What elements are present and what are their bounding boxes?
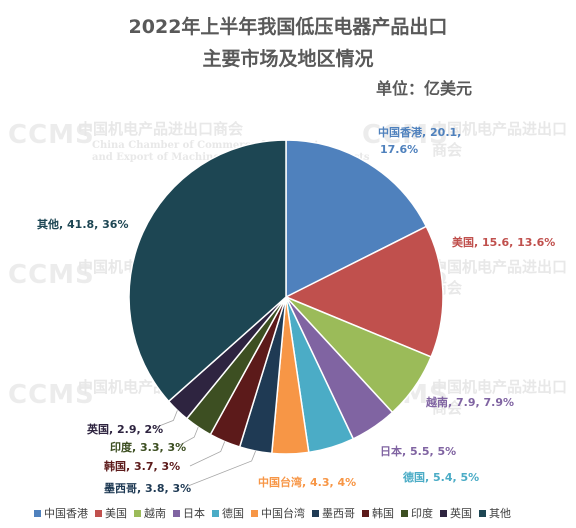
legend-label: 英国: [450, 507, 472, 520]
legend-swatch: [173, 509, 180, 517]
data-label: 其他, 41.8, 36%: [37, 217, 129, 231]
watermark-logo: CCMS: [362, 120, 449, 150]
legend-label: 印度: [411, 507, 433, 520]
legend-label: 其他: [489, 507, 511, 520]
legend-item: 德国: [212, 505, 244, 521]
chart-title-line1: 2022年上半年我国低压电器产品出口: [128, 16, 448, 38]
watermark-org-en-line1: China Chamber of Commerce for Import: [92, 140, 319, 151]
legend-item: 美国: [95, 505, 127, 521]
watermark-org-cn: 中国机电产品进出口商会: [78, 120, 244, 138]
legend-label: 日本: [183, 507, 205, 520]
pie-slice: [284, 225, 444, 358]
data-label: 中国台湾, 4.3, 4%: [258, 475, 356, 489]
legend-item: 英国: [440, 505, 472, 521]
legend-swatch: [362, 509, 369, 517]
unit-label: 单位：亿美元: [375, 79, 472, 98]
data-label: 美国, 15.6, 13.6%: [452, 235, 555, 249]
legend-swatch: [34, 509, 41, 517]
legend-label: 越南: [144, 507, 166, 520]
legend-label: 韩国: [372, 507, 394, 520]
leader-line: [153, 410, 178, 429]
legend-item: 日本: [173, 505, 205, 521]
legend-swatch: [134, 509, 141, 517]
leader-line: [177, 426, 199, 447]
legend-label: 中国香港: [44, 507, 88, 520]
data-label: 日本, 5.5, 5%: [380, 444, 456, 458]
chart-legend: 中国香港 美国 越南 日本 德国 中国台湾 墨西哥 韩国 印度 英国 其他: [34, 505, 511, 521]
legend-item: 中国台湾: [251, 505, 305, 521]
watermark-org-cn: 中国机电产品进出口商会: [432, 120, 568, 159]
legend-label: 中国台湾: [261, 507, 305, 520]
legend-swatch: [401, 509, 408, 517]
legend-swatch: [479, 509, 486, 517]
watermark-logo: CCMS: [8, 260, 95, 290]
data-label: 墨西哥, 3.8, 3%: [104, 482, 191, 495]
legend-item: 越南: [134, 505, 166, 521]
watermark-logo: CCMS: [8, 120, 95, 150]
legend-swatch: [312, 509, 319, 517]
legend-item: 中国香港: [34, 505, 88, 521]
legend-item: 其他: [479, 505, 511, 521]
legend-swatch: [251, 509, 258, 517]
legend-item: 韩国: [362, 505, 394, 521]
leader-line: [189, 441, 226, 467]
legend-label: 墨西哥: [322, 507, 355, 520]
pie-slice: [285, 139, 428, 299]
data-label: 英国, 2.9, 2%: [86, 422, 163, 436]
watermark-org-cn: 中国机电产品进出口商会: [432, 378, 568, 417]
legend-label: 美国: [105, 507, 127, 520]
leader-line: [187, 450, 256, 487]
data-label: 越南, 7.9, 7.9%: [425, 395, 514, 409]
legend-item: 印度: [401, 505, 433, 521]
data-label: 印度, 3.3, 3%: [110, 440, 186, 454]
legend-label: 德国: [222, 507, 244, 520]
legend-swatch: [95, 509, 102, 517]
legend-swatch: [212, 509, 219, 517]
chart-title-line2: 主要市场及地区情况: [202, 48, 374, 70]
legend-swatch: [440, 509, 447, 517]
pie-slice: [128, 139, 287, 403]
data-label: 德国, 5.4, 5%: [402, 470, 479, 484]
legend-item: 墨西哥: [312, 505, 355, 521]
data-label: 韩国, 3.7, 3%: [104, 459, 180, 473]
watermark-logo: CCMS: [8, 380, 95, 410]
data-label: 中国香港, 20.1, 17.6%: [378, 125, 461, 156]
